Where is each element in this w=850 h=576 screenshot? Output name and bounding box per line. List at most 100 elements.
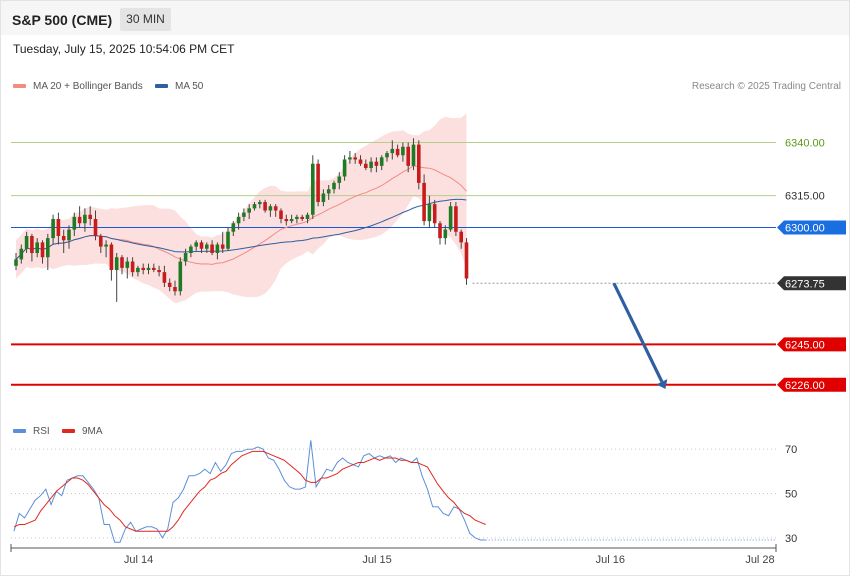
candle-body [72, 216, 77, 230]
candle-body [77, 216, 82, 224]
candle-body [178, 261, 183, 292]
candle-body [252, 204, 257, 209]
candle-body [353, 157, 357, 160]
candle-body [438, 223, 442, 239]
candle-body [454, 206, 458, 232]
candle-body [210, 244, 214, 253]
candle-body [342, 159, 347, 177]
candle-body [19, 248, 24, 260]
legend-rsi-label: RSI [33, 426, 50, 437]
rsi-tick-50: 50 [785, 489, 797, 501]
candle-body [390, 148, 395, 154]
candle-body [374, 161, 379, 166]
candle-body [226, 231, 230, 249]
candle-body [348, 157, 352, 160]
candle-body [289, 219, 294, 222]
candle-body [395, 148, 400, 156]
candle-body [305, 214, 310, 219]
candle-body [199, 242, 204, 249]
level-tag-6245.00 [777, 337, 846, 352]
level-label-6315.00: 6315.00 [785, 191, 825, 203]
candle-body [268, 206, 273, 211]
candle-body [35, 242, 39, 253]
x-tick-jul-15: Jul 15 [362, 554, 391, 566]
candle-body [311, 163, 315, 215]
forecast-arrow-head [656, 379, 668, 389]
symbol-title: S&P 500 (CME) [12, 12, 113, 28]
candle-body [279, 210, 283, 219]
candle-body [99, 236, 103, 247]
candle-body [141, 267, 145, 270]
candle-body [83, 214, 87, 224]
forecast-arrow-shaft [612, 282, 664, 383]
candle-body [30, 236, 34, 253]
ma50-line [15, 198, 467, 260]
candle-body [125, 261, 130, 268]
candle-body [459, 231, 463, 243]
candle-body [93, 219, 98, 236]
ma50-swatch [155, 84, 168, 89]
level-tag-6300.00 [777, 220, 846, 235]
candle-body [120, 257, 124, 268]
candle-body [236, 216, 241, 224]
ma20-swatch [13, 84, 26, 89]
legend-rsi-ma-label: 9MA [82, 426, 103, 437]
legend-ma20: MA 20 + Bollinger Bands [13, 81, 143, 92]
level-label-6273.75: 6273.75 [785, 278, 825, 290]
candle-body [24, 236, 29, 249]
candle-body [162, 272, 167, 283]
rsi-ma-swatch [62, 429, 75, 434]
candle-body [61, 236, 66, 241]
candle-body [215, 244, 220, 253]
candle-body [220, 244, 225, 249]
candle-body [51, 219, 55, 239]
credit-text: Research © 2025 Trading Central [691, 81, 841, 92]
candle-body [263, 202, 267, 211]
candle-body [321, 193, 326, 202]
candle-body [189, 246, 193, 253]
candle-body [146, 267, 151, 270]
candle-body [46, 238, 50, 258]
candle-body [247, 208, 251, 213]
bollinger-band [16, 113, 467, 304]
candle-body [300, 216, 304, 219]
x-tick-jul-14: Jul 14 [124, 554, 153, 566]
interval-button[interactable]: 30 MIN [120, 8, 171, 31]
candle-body [205, 244, 209, 249]
rsi-swatch [13, 429, 26, 434]
candle-body [173, 287, 177, 292]
candle-body [104, 244, 108, 247]
level-label-6340.00: 6340.00 [785, 138, 825, 150]
candle-body [337, 176, 342, 183]
x-tick-jul-28: Jul 28 [745, 554, 774, 566]
candle-body [114, 257, 119, 270]
chart-header: S&P 500 (CME) 30 MIN [1, 1, 849, 35]
rsi-tick-70: 70 [785, 444, 797, 456]
candle-body [326, 189, 331, 194]
candle-body [411, 144, 416, 166]
candle-body [40, 242, 45, 258]
candle-body [88, 214, 92, 219]
candle-body [379, 157, 384, 166]
candle-body [369, 161, 373, 168]
candle-body [194, 242, 198, 247]
rsi-ma-line [13, 450, 486, 532]
legend-rsi: RSI [13, 426, 50, 437]
candle-body [332, 182, 336, 190]
candle-body [14, 259, 18, 266]
candle-body [358, 159, 363, 164]
legend-ma50-label: MA 50 [175, 81, 204, 92]
candle-body [385, 153, 389, 158]
candle-body [109, 244, 114, 270]
candle-body [284, 219, 289, 222]
level-label-6300.00: 6300.00 [785, 223, 825, 235]
candle-body [364, 163, 368, 168]
candle-body [56, 219, 61, 236]
candle-body [448, 206, 453, 230]
rsi-line [13, 440, 486, 543]
candle-body [231, 223, 236, 232]
candle-body [258, 202, 262, 205]
candle-body [136, 267, 140, 273]
legend-rsi-ma: 9MA [62, 426, 103, 437]
candle-body [422, 182, 426, 222]
